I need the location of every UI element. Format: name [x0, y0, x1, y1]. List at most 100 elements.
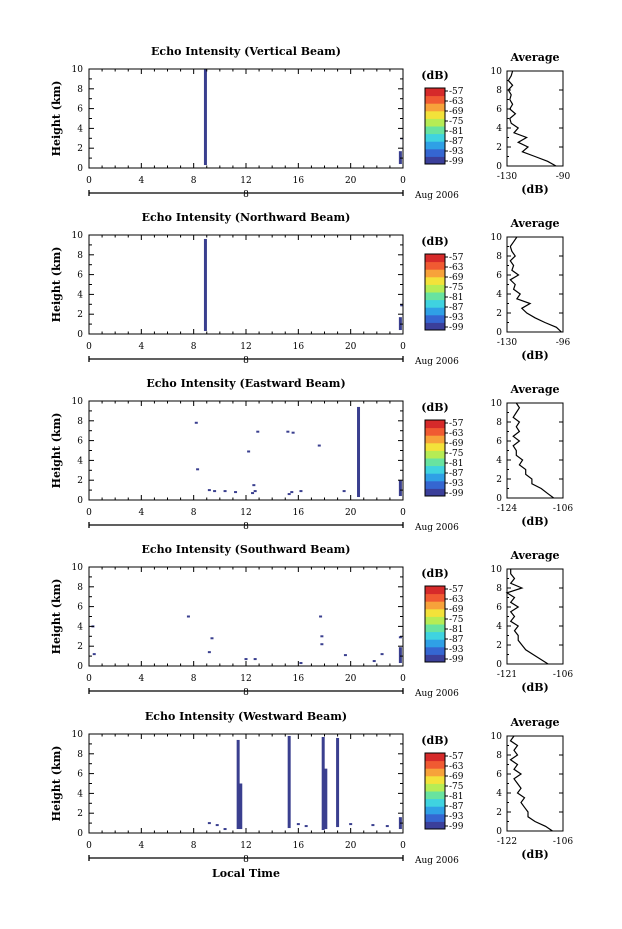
echo-point: [304, 825, 308, 828]
date-day-label: 8: [243, 356, 249, 366]
average-x-label: (dB): [521, 349, 548, 362]
colorbar-segment: [425, 269, 445, 278]
x-tick-label: 20: [345, 508, 357, 518]
colorbar-segment: [425, 458, 445, 467]
echo-point: [385, 825, 389, 828]
echo-point: [247, 450, 251, 453]
echo-point: [342, 490, 346, 493]
colorbar-segment: [425, 95, 445, 104]
colorbar-tick-label: -93: [449, 812, 464, 822]
panel-title: Echo Intensity (Vertical Beam): [151, 45, 341, 58]
average-y-tick-label: 0: [496, 660, 502, 670]
colorbar-segment: [425, 450, 445, 459]
echo-point: [215, 824, 219, 827]
average-y-tick-label: 4: [496, 456, 502, 466]
echo-point: [287, 493, 291, 496]
colorbar-segment: [425, 760, 445, 769]
average-y-tick-label: 6: [496, 105, 502, 115]
colorbar-segment: [425, 775, 445, 784]
y-axis-label: Height (km): [50, 746, 63, 822]
colorbar-tick-label: -57: [449, 752, 464, 762]
colorbar-segment: [425, 88, 445, 97]
date-day-label: 8: [243, 522, 249, 532]
echo-point: [207, 651, 211, 654]
echo-column: [203, 238, 207, 332]
x-tick-label: 0: [86, 508, 92, 518]
colorbar-frame: [424, 585, 446, 663]
colorbar-segment: [425, 753, 445, 762]
echo-column: [239, 783, 243, 830]
y-tick-label: 10: [72, 563, 84, 573]
y-tick-label: 8: [77, 251, 83, 261]
average-y-tick-label: 8: [496, 252, 502, 262]
y-tick-label: 0: [77, 496, 83, 506]
panel-2: Echo Intensity (Eastward Beam) 0 2 4 6 8 10 0 4 8…: [50, 377, 573, 533]
colorbar-segment: [425, 608, 445, 617]
echo-point: [371, 824, 375, 827]
echo-point: [286, 430, 290, 433]
echo-point: [290, 491, 294, 494]
x-tick-label: 16: [293, 176, 305, 186]
echo-point: [223, 490, 227, 493]
y-tick-label: 8: [77, 750, 83, 760]
average-title: Average: [509, 217, 559, 230]
average-profile-line: [507, 70, 557, 167]
average-y-tick-label: 8: [496, 418, 502, 428]
colorbar-segment: [425, 103, 445, 112]
average-y-tick-label: 8: [496, 86, 502, 96]
colorbar-segment: [425, 118, 445, 127]
colorbar-tick-label: -81: [449, 127, 464, 137]
average-y-tick-label: 8: [496, 584, 502, 594]
colorbar-tick-label: -57: [449, 253, 464, 263]
colorbar-tick-label: -87: [449, 802, 464, 812]
echo-column: [236, 739, 240, 830]
date-day-label: 8: [243, 688, 249, 698]
colorbar-segment: [425, 654, 445, 663]
average-y-tick-label: 4: [496, 124, 502, 134]
plot-frame: [88, 234, 404, 335]
colorbar-segment: [425, 276, 445, 285]
y-tick-label: 6: [77, 770, 83, 780]
average-y-tick-label: 0: [496, 827, 502, 837]
echo-point: [317, 444, 321, 447]
y-tick-label: 10: [72, 65, 84, 75]
y-tick-label: 2: [77, 144, 83, 154]
x-tick-label: 4: [138, 508, 144, 518]
y-axis-label: Height (km): [50, 413, 63, 489]
colorbar-tick-label: -75: [449, 782, 464, 792]
x-tick-label: 4: [138, 841, 144, 851]
plot-frame: [88, 733, 404, 834]
colorbar-tick-label: -69: [449, 605, 464, 615]
average-x-tick-label: -90: [556, 172, 571, 182]
average-frame: [506, 70, 564, 167]
y-tick-label: 4: [77, 290, 83, 300]
average-profile-line: [505, 569, 549, 665]
echo-column: [324, 768, 328, 830]
average-x-tick-label: -106: [553, 837, 573, 847]
colorbar-frame: [424, 752, 446, 830]
average-x-tick-label: -121: [497, 670, 517, 680]
colorbar-segment: [425, 791, 445, 800]
average-profile-line: [512, 402, 555, 499]
average-frame: [506, 568, 564, 665]
average-frame: [506, 402, 564, 499]
x-tick-label: 20: [345, 342, 357, 352]
y-tick-label: 10: [72, 397, 84, 407]
colorbar-segment: [425, 616, 445, 625]
colorbar-frame: [424, 419, 446, 497]
average-x-tick-label: -106: [553, 504, 573, 514]
colorbar-tick-label: -93: [449, 645, 464, 655]
x-tick-label: 12: [240, 342, 251, 352]
echo-column: [398, 480, 402, 497]
colorbar-segment: [425, 488, 445, 497]
average-frame: [506, 735, 564, 832]
colorbar-tick-label: -87: [449, 137, 464, 147]
colorbar-unit: (dB): [421, 567, 448, 580]
colorbar-tick-label: -99: [449, 489, 464, 499]
average-title: Average: [509, 716, 559, 729]
echo-point: [252, 484, 256, 487]
y-tick-label: 4: [77, 622, 83, 632]
colorbar-tick-label: -87: [449, 303, 464, 313]
colorbar-tick-label: -81: [449, 293, 464, 303]
colorbar-segment: [425, 821, 445, 830]
